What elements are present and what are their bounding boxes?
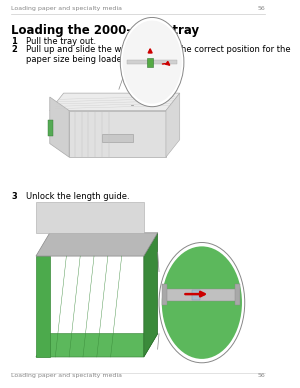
Circle shape <box>120 17 184 107</box>
Bar <box>48 120 53 136</box>
Text: Loading paper and specialty media: Loading paper and specialty media <box>11 6 122 11</box>
Polygon shape <box>36 202 144 233</box>
Polygon shape <box>69 111 166 157</box>
Polygon shape <box>127 60 177 64</box>
Polygon shape <box>36 256 50 357</box>
Text: 56: 56 <box>258 373 266 378</box>
Bar <box>147 58 153 67</box>
Text: Unlock the length guide.: Unlock the length guide. <box>26 192 130 201</box>
Bar <box>162 284 167 305</box>
Text: Loading paper and specialty media: Loading paper and specialty media <box>11 373 122 378</box>
Bar <box>164 289 239 301</box>
Polygon shape <box>50 97 69 157</box>
Text: 1: 1 <box>11 37 17 46</box>
Text: Pull up and slide the width guide to the correct position for the paper size bei: Pull up and slide the width guide to the… <box>26 45 291 64</box>
Text: Pull the tray out.: Pull the tray out. <box>26 37 96 46</box>
Polygon shape <box>166 93 180 157</box>
Circle shape <box>122 21 182 104</box>
Polygon shape <box>50 93 180 111</box>
Text: 3: 3 <box>11 192 17 201</box>
Circle shape <box>162 246 242 359</box>
Polygon shape <box>36 334 158 357</box>
Polygon shape <box>36 233 158 256</box>
Polygon shape <box>144 233 158 357</box>
Circle shape <box>159 242 245 363</box>
Bar <box>192 290 200 300</box>
Polygon shape <box>102 134 133 142</box>
Text: 2: 2 <box>11 45 17 54</box>
Bar <box>235 284 240 305</box>
Text: 56: 56 <box>258 6 266 11</box>
Text: Loading the 2000-sheet tray: Loading the 2000-sheet tray <box>11 24 199 37</box>
